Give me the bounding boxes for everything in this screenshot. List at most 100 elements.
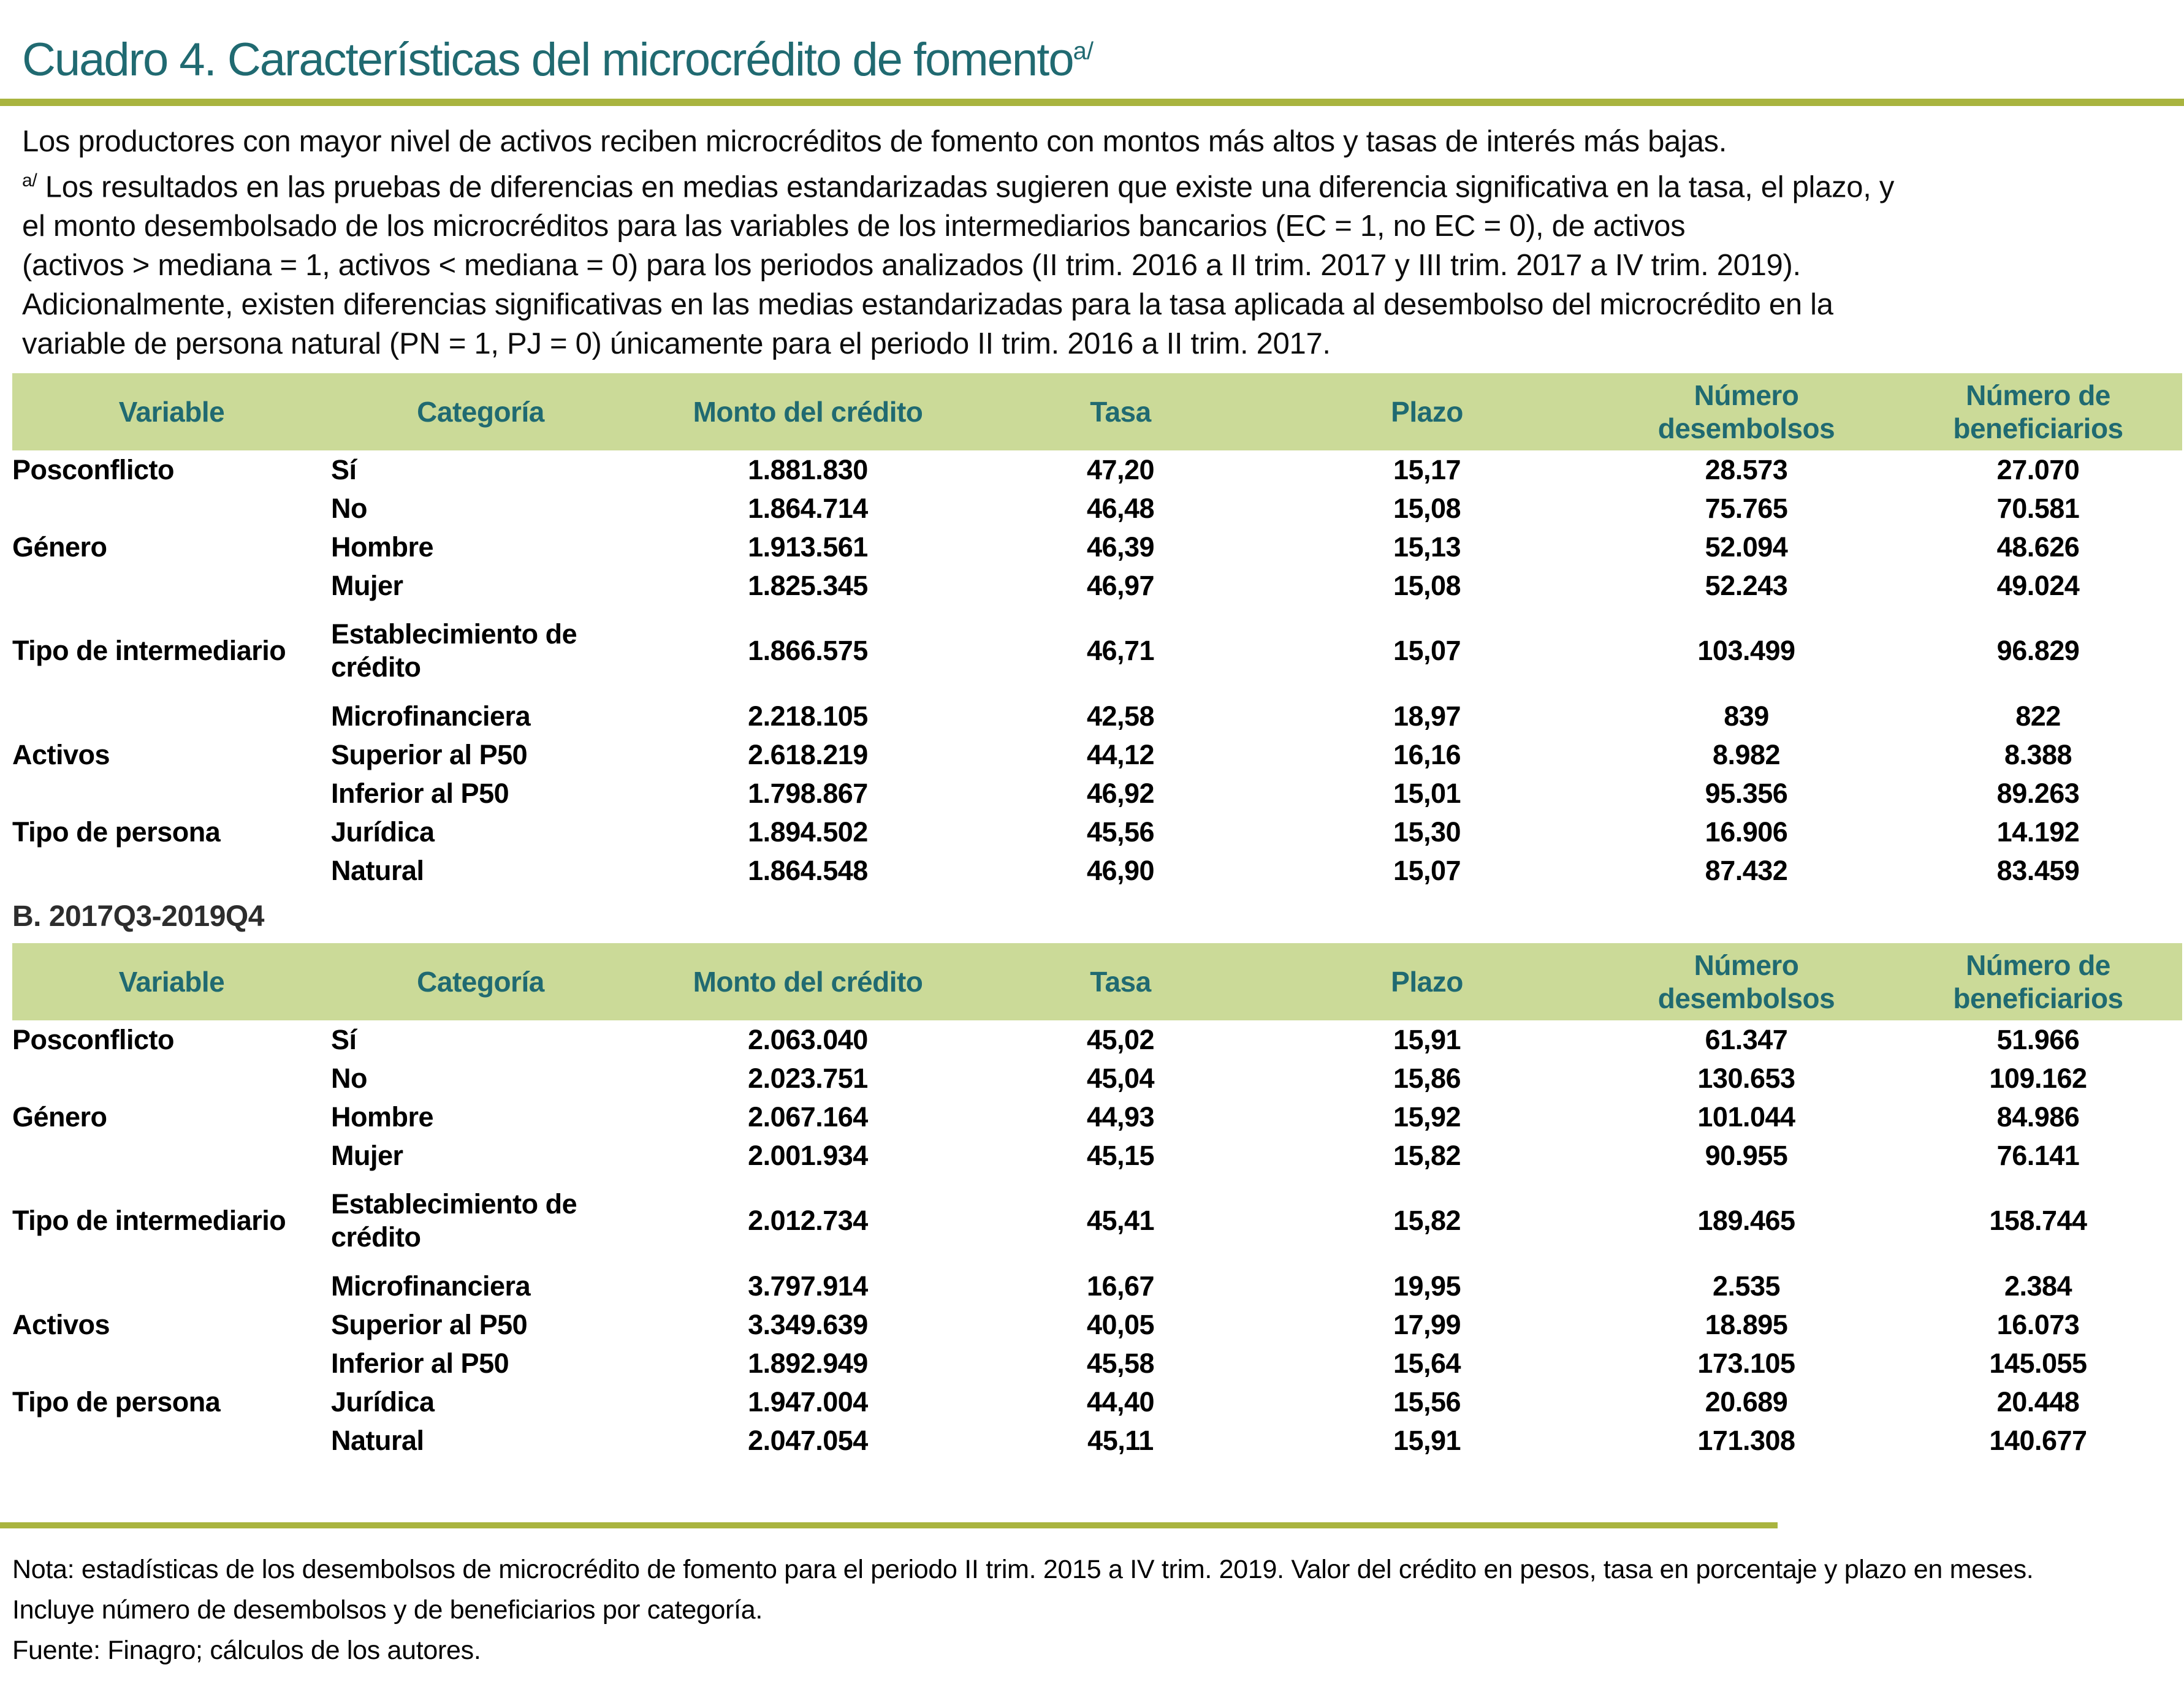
cell-value: 45,11 bbox=[1087, 1424, 1154, 1456]
footnote-line: variable de persona natural (PN = 1, PJ … bbox=[22, 327, 1331, 361]
notes-block: Nota: estadísticas de los desembolsos de… bbox=[0, 1528, 2184, 1671]
table-header-row: Variable Categoría Monto del crédito Tasa Pl… bbox=[12, 943, 2182, 1021]
column-header: Variable bbox=[118, 396, 225, 428]
cell-variable: Posconflicto bbox=[12, 453, 175, 485]
cell-category: Jurídica bbox=[331, 1386, 435, 1417]
table-row: Natural 1.864.548 46,90 15,07 87.432 83.459 bbox=[12, 851, 2182, 890]
cell-category: Inferior al P50 bbox=[331, 1347, 509, 1379]
note-line: Incluye número de desembolsos y de benef… bbox=[12, 1595, 763, 1625]
cell-value: 15,91 bbox=[1393, 1023, 1461, 1055]
cell-value: 18,97 bbox=[1393, 700, 1461, 732]
cell-value: 20.689 bbox=[1705, 1386, 1788, 1417]
cell-value: 15,86 bbox=[1393, 1062, 1461, 1094]
cell-value: 145.055 bbox=[1989, 1347, 2087, 1379]
cell-variable: Posconflicto bbox=[12, 1023, 175, 1055]
cell-variable: Tipo de persona bbox=[12, 816, 221, 848]
source-line: Fuente: Finagro; cálculos de los autores… bbox=[12, 1636, 481, 1666]
cell-value: 83.459 bbox=[1996, 854, 2080, 886]
cell-value: 90.955 bbox=[1705, 1139, 1788, 1171]
cell-value: 27.070 bbox=[1996, 453, 2080, 485]
cell-category: No bbox=[331, 1062, 368, 1094]
cell-category: Microfinanciera bbox=[331, 1270, 531, 1302]
table-row: Activos Superior al P50 2.618.219 44,12 16,1… bbox=[12, 735, 2182, 774]
cell-value: 47,20 bbox=[1086, 453, 1155, 485]
cell-value: 171.308 bbox=[1697, 1424, 1795, 1456]
cell-value: 8.982 bbox=[1712, 738, 1781, 770]
table-row: Natural 2.047.054 45,11 15,91 171.308 140.677 bbox=[12, 1421, 2182, 1460]
cell-value: 20.448 bbox=[1996, 1386, 2080, 1417]
cell-value: 40,05 bbox=[1086, 1308, 1155, 1340]
cell-value: 2.384 bbox=[2004, 1270, 2072, 1302]
cell-value: 45,15 bbox=[1086, 1139, 1155, 1171]
cell-value: 101.044 bbox=[1697, 1101, 1795, 1133]
intro-block: Los productores con mayor nivel de activ… bbox=[0, 106, 2184, 363]
cell-value: 15,01 bbox=[1393, 777, 1461, 809]
cell-value: 1.798.867 bbox=[748, 777, 868, 809]
cell-value: 18.895 bbox=[1705, 1308, 1788, 1340]
cell-value: 52.243 bbox=[1705, 569, 1788, 601]
footnote-marker: a/ bbox=[22, 170, 37, 191]
cell-value: 16,67 bbox=[1086, 1270, 1155, 1302]
table-row: No 2.023.751 45,04 15,86 130.653 109.162 bbox=[12, 1059, 2182, 1098]
cell-variable: Género bbox=[12, 531, 107, 563]
cell-value: 15,08 bbox=[1393, 492, 1461, 524]
table-row: Posconflicto Sí 2.063.040 45,02 15,91 61.347 5… bbox=[12, 1020, 2182, 1059]
cell-value: 15,13 bbox=[1393, 531, 1461, 563]
cell-value: 76.141 bbox=[1996, 1139, 2080, 1171]
cell-value: 8.388 bbox=[2004, 738, 2072, 770]
cell-value: 15,56 bbox=[1393, 1386, 1461, 1417]
table-row: Microfinanciera 3.797.914 16,67 19,95 2.535 2… bbox=[12, 1267, 2182, 1305]
cell-value: 15,92 bbox=[1393, 1101, 1461, 1133]
cell-value: 15,82 bbox=[1393, 1139, 1461, 1171]
table-period-a: Variable Categoría Monto del crédito Tasa Pl… bbox=[12, 373, 2182, 890]
cell-value: 52.094 bbox=[1705, 531, 1788, 563]
cell-value: 17,99 bbox=[1393, 1308, 1461, 1340]
cell-value: 46,97 bbox=[1086, 569, 1155, 601]
column-header: Monto del crédito bbox=[693, 966, 923, 998]
table-row: Mujer 2.001.934 45,15 15,82 90.955 76.141 bbox=[12, 1136, 2182, 1175]
cell-value: 1.864.548 bbox=[748, 854, 868, 886]
cell-value: 2.535 bbox=[1712, 1270, 1781, 1302]
column-header: Número desembolsos bbox=[1657, 949, 1835, 1015]
cell-value: 14.192 bbox=[1996, 816, 2080, 848]
footnote-line: (activos > mediana = 1, activos < median… bbox=[22, 249, 1801, 283]
table-period-b: Variable Categoría Monto del crédito Tasa Pl… bbox=[12, 943, 2182, 1460]
cell-value: 3.349.639 bbox=[748, 1308, 868, 1340]
cell-value: 42,58 bbox=[1086, 700, 1155, 732]
table-row: Activos Superior al P50 3.349.639 40,05 17,9… bbox=[12, 1305, 2182, 1344]
cell-value: 158.744 bbox=[1989, 1205, 2087, 1237]
cell-value: 2.023.751 bbox=[748, 1062, 868, 1094]
cell-value: 46,71 bbox=[1086, 635, 1155, 667]
cell-value: 46,92 bbox=[1086, 777, 1155, 809]
cell-value: 45,41 bbox=[1086, 1205, 1155, 1237]
cell-category: Microfinanciera bbox=[331, 700, 531, 732]
cell-variable: Tipo de persona bbox=[12, 1386, 221, 1417]
cell-category: Sí bbox=[331, 453, 357, 485]
cell-value: 48.626 bbox=[1996, 531, 2080, 563]
cell-value: 96.829 bbox=[1996, 635, 2080, 667]
cell-value: 2.001.934 bbox=[748, 1139, 868, 1171]
cell-value: 15,30 bbox=[1393, 816, 1461, 848]
cell-value: 1.864.714 bbox=[748, 492, 868, 524]
cell-value: 839 bbox=[1724, 700, 1769, 732]
cell-value: 89.263 bbox=[1996, 777, 2080, 809]
intro-lead: Los productores con mayor nivel de activ… bbox=[22, 125, 1727, 158]
cell-value: 173.105 bbox=[1697, 1347, 1795, 1379]
cell-value: 2.012.734 bbox=[748, 1205, 868, 1237]
cell-value: 15,07 bbox=[1393, 854, 1461, 886]
cell-value: 15,91 bbox=[1393, 1424, 1461, 1456]
column-header: Tasa bbox=[1090, 966, 1151, 998]
cell-value: 19,95 bbox=[1393, 1270, 1461, 1302]
cell-category: Inferior al P50 bbox=[331, 777, 509, 809]
cell-category: No bbox=[331, 492, 368, 524]
table-row: Género Hombre 2.067.164 44,93 15,92 101.044 84… bbox=[12, 1098, 2182, 1136]
cell-value: 109.162 bbox=[1989, 1062, 2087, 1094]
cell-value: 46,39 bbox=[1086, 531, 1155, 563]
table-row: Mujer 1.825.345 46,97 15,08 52.243 49.024 bbox=[12, 566, 2182, 605]
column-header: Número de beneficiarios bbox=[1953, 949, 2123, 1015]
cell-category: Natural bbox=[331, 854, 424, 886]
cell-value: 140.677 bbox=[1989, 1424, 2087, 1456]
column-header: Tasa bbox=[1090, 396, 1151, 428]
cell-value: 46,90 bbox=[1086, 854, 1155, 886]
cell-value: 15,82 bbox=[1393, 1205, 1461, 1237]
